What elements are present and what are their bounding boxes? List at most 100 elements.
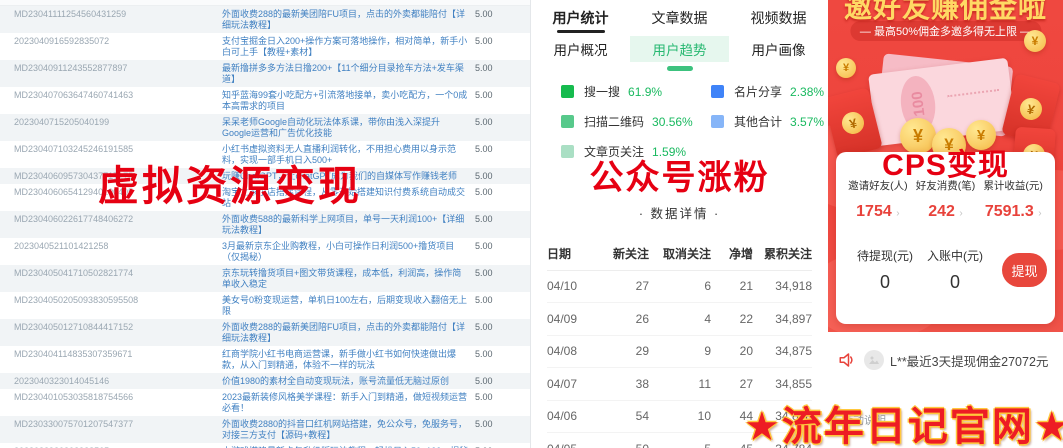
avatar xyxy=(864,350,884,370)
table-row[interactable]: MD230407103245246191585 小红书虚拟资料无人直播利润转化，… xyxy=(0,141,530,168)
table-row[interactable]: MD230405041710502821774 京东玩转撸货项目+图文带货课程，… xyxy=(0,265,530,292)
table-row[interactable]: MD230401053035818754566 2023最新装修风格美学课程：新… xyxy=(0,389,530,416)
product-title-link[interactable]: 最新撸拼多多方法日撸200+【11个细分目录抢车方法+发车渠道】 xyxy=(222,62,464,84)
table-row[interactable]: MD230404114835307359671 红商学院小红书电商运营课，新手做… xyxy=(0,346,530,373)
table-row[interactable]: 2023040521101421258 3月最新京东企业购教程，小白可操作日利润… xyxy=(0,238,530,265)
product-title-link[interactable]: 价值1980的素材全自动变现玩法，账号流量低无脑过原创 xyxy=(222,375,450,386)
tab-article-data[interactable]: 文章数据 xyxy=(651,10,708,26)
withdraw-marquee: L**最近3天提现佣金27072元 xyxy=(828,332,1063,370)
product-title-link[interactable]: 红商学院小红书电商运营课，新手做小红书如何快速做出爆款，从入门到精通，体验不一样… xyxy=(222,348,457,370)
table-row[interactable]: 2023040323014045146 价值1980的素材全自动变现玩法，账号流… xyxy=(0,373,530,389)
product-title-link[interactable]: 玩赚ChatGPT，让chatGPT成为我们的自媒体写作赚钱老师 xyxy=(222,170,458,181)
cell-net-increase: 20 xyxy=(739,344,753,359)
legend-color-swatch xyxy=(711,115,724,128)
subtab-user-trend[interactable]: 用户趋势 xyxy=(630,36,729,62)
balance-label: 待提现(元) xyxy=(857,249,913,263)
product-price: 5.00 xyxy=(475,294,493,305)
product-title-link[interactable]: 小游戏搭建最新卡包升级版玩法教程，轻松日入50~100，揭秘外边工作室教程 xyxy=(222,446,475,448)
cps-stats-row: 邀请好友(人) 1754 › 好友消费(笔) 242 › 累计收益(元) 759… xyxy=(844,178,1047,221)
product-id: MD230406065412940100405 xyxy=(14,186,134,197)
legend-percentage: 30.56% xyxy=(652,114,693,129)
table-row[interactable]: MD230406022617748406272 外面收费588的最新科学上网项目… xyxy=(0,211,530,238)
cell-date: 04/08 xyxy=(547,344,578,359)
stat-number: 7591.3 xyxy=(984,203,1034,220)
cell-net-increase: 44 xyxy=(739,409,753,424)
table-row[interactable]: MD230407063647460741463 知乎蓝海99套小吃配方+引流落地… xyxy=(0,87,530,114)
horn-icon xyxy=(839,353,853,367)
legend-color-swatch xyxy=(561,85,574,98)
table-row[interactable]: MD230405012710844417152 外面收费288的最新美团陪FU项… xyxy=(0,319,530,346)
watermark-gain-followers: 公众号涨粉 · 数据详情 · xyxy=(531,150,828,222)
table-row: 04/06 54 10 44 34,828 xyxy=(547,401,812,433)
banknote-pattern xyxy=(947,88,1000,98)
balance-value: 0 xyxy=(949,272,960,292)
cell-unfollows: 6 xyxy=(704,279,711,294)
legend-item: 文章页关注 1.59% xyxy=(561,143,711,160)
product-price: 5.00 xyxy=(475,391,493,402)
table-row[interactable]: MD230406065412940100405 淘宝之家小店搭建课程，从零开始搭… xyxy=(0,184,530,211)
follow-source-legend: 搜一搜 61.9% 名片分享 2.38% 扫描二维码 30.56% 其他合计 3… xyxy=(531,71,828,160)
cell-cumulative: 34,828 xyxy=(775,409,812,424)
table-row[interactable]: MD230406095730437717175 玩赚ChatGPT，让chatG… xyxy=(0,168,530,184)
coin-icon: ¥ xyxy=(900,118,936,154)
product-title-link[interactable]: 淘宝之家小店搭建课程，从零开始搭建知识付费系统自动成交站 xyxy=(222,186,466,208)
table-row[interactable]: MD23041111254560431259 外面收费288的最新美团陪FU项目… xyxy=(0,6,530,33)
cps-stat[interactable]: 邀请好友(人) 1754 › xyxy=(844,178,912,221)
legend-percentage: 2.38% xyxy=(790,84,825,99)
product-price: 5.00 xyxy=(475,267,493,278)
table-row[interactable]: MD2304050205093830595508 美女号0粉变现运营，单机日10… xyxy=(0,292,530,319)
activity-description-link[interactable]: 活动说明 xyxy=(842,415,886,427)
stats-subtab-bar: 用户概况 用户趋势 用户画像 xyxy=(531,36,828,62)
col-cumulative: 累积关注 xyxy=(763,247,812,262)
product-title-link[interactable]: 京东玩转撸货项目+图文带货课程，成本低，利润高，操作简单收入稳定 xyxy=(222,267,462,289)
product-title-link[interactable]: 知乎蓝海99套小吃配方+引流落地接单，卖小吃配方，一个0成本高需求的项目 xyxy=(222,89,468,111)
cps-stat[interactable]: 累计收益(元) 7591.3 › xyxy=(979,178,1047,221)
tab-video-data[interactable]: 视频数据 xyxy=(750,10,807,26)
product-title-link[interactable]: 小红书虚拟资料无人直播利润转化，不用担心费用以身示范料，实现一部手机日入500+ xyxy=(222,143,457,165)
legend-item: 搜一搜 61.9% xyxy=(561,83,711,100)
table-row: 04/05 50 5 45 34,784 xyxy=(547,433,812,448)
cell-new-follows: 38 xyxy=(635,376,649,391)
product-title-link[interactable]: 外面收费288的最新美团陪FU项目，点击的外卖都能陪付【详细玩法教程】 xyxy=(222,8,466,30)
product-title-link[interactable]: 2023最新装修风格美学课程：新手入门到精通，做短视频运营必看！ xyxy=(222,391,468,413)
product-title-link[interactable]: 支付宝掘金日入200+操作方案可落地操作，相对简单，新手小白可上手【教程+素材】 xyxy=(222,35,468,57)
table-row[interactable]: 2023032920303938565 小游戏搭建最新卡包升级版玩法教程，轻松日… xyxy=(0,443,530,448)
legend-percentage: 1.59% xyxy=(652,144,687,159)
promo-title: 邀好友赚佣金啦 xyxy=(843,0,1047,23)
product-title-link[interactable]: 美女号0粉变现运营，单机日100左右，后期变现收入翻倍无上限 xyxy=(222,294,468,316)
product-title-link[interactable]: 外面收费588的最新科学上网项目，单号一天利润100+【详细玩法教程】 xyxy=(222,213,465,235)
table-row[interactable]: MD23040911243552877897 最新撸拼多多方法日撸200+【11… xyxy=(0,60,530,87)
table-row[interactable]: MD230330075701207547377 外面收费2880的抖音口红机网站… xyxy=(0,416,530,443)
table-row[interactable]: 2023040916592835072 支付宝掘金日入200+操作方案可落地操作… xyxy=(0,33,530,60)
product-title-link[interactable]: 外面收费288的最新美团陪FU项目，点击的外卖都能陪付【详细玩法教程】 xyxy=(222,321,466,343)
product-id: 2023032920303938565 xyxy=(0,446,222,448)
product-price: 5.00 xyxy=(475,8,493,19)
product-title-link[interactable]: 3月最新京东企业购教程，小白可操作日利润500+撸货项目（仅揭秘） xyxy=(222,240,455,262)
tab-user-statistics[interactable]: 用户统计 xyxy=(531,0,630,36)
subtab-user-portrait[interactable]: 用户画像 xyxy=(729,36,828,62)
withdraw-button[interactable]: 提现 xyxy=(1002,253,1047,287)
table-row: 04/07 38 11 27 34,855 xyxy=(547,368,812,401)
product-title-link[interactable]: 呆呆老师Google自动化玩法体系课，带你由浅入深提升Google运营和广告优化… xyxy=(222,116,441,138)
chevron-right-icon: › xyxy=(896,208,900,219)
product-price: 5.00 xyxy=(475,418,493,429)
watermark-subtext: · 数据详情 · xyxy=(638,207,721,221)
product-id: MD230330075701207547377 xyxy=(14,418,134,429)
cell-new-follows: 29 xyxy=(635,344,649,359)
cps-earnings-card: CPS变现 邀请好友(人) 1754 › 好友消费(笔) 242 › 累计收益(… xyxy=(836,149,1055,324)
stat-number: 1754 xyxy=(856,203,892,220)
cps-promo-panel: 邀好友赚佣金啦 — 最高50%佣金多邀多得无上限 — 100 ¥ ¥ ¥ ¥ ¥… xyxy=(828,0,1063,448)
marquee-text: L**最近3天提现佣金27072元 xyxy=(890,354,1049,369)
product-id: 2023040323014045146 xyxy=(14,375,110,386)
follower-table-header: 日期 新关注 取消关注 净增 累积关注 xyxy=(547,238,812,271)
cell-date: 04/10 xyxy=(547,279,578,294)
cps-stat[interactable]: 好友消费(笔) 242 › xyxy=(912,178,980,221)
product-title-link[interactable]: 外面收费2880的抖音口红机网站搭建，免公众号，免服务号，对接三方支付【源码+教… xyxy=(222,418,468,440)
cell-new-follows: 54 xyxy=(635,409,649,424)
subtab-user-overview[interactable]: 用户概况 xyxy=(531,36,630,62)
legend-label: 其他合计 xyxy=(734,115,783,129)
product-table-header xyxy=(0,0,530,6)
product-price: 5.00 xyxy=(475,35,493,46)
table-row[interactable]: 2023040715205040199 呆呆老师Google自动化玩法体系课，带… xyxy=(0,114,530,141)
cell-new-follows: 50 xyxy=(599,442,649,448)
